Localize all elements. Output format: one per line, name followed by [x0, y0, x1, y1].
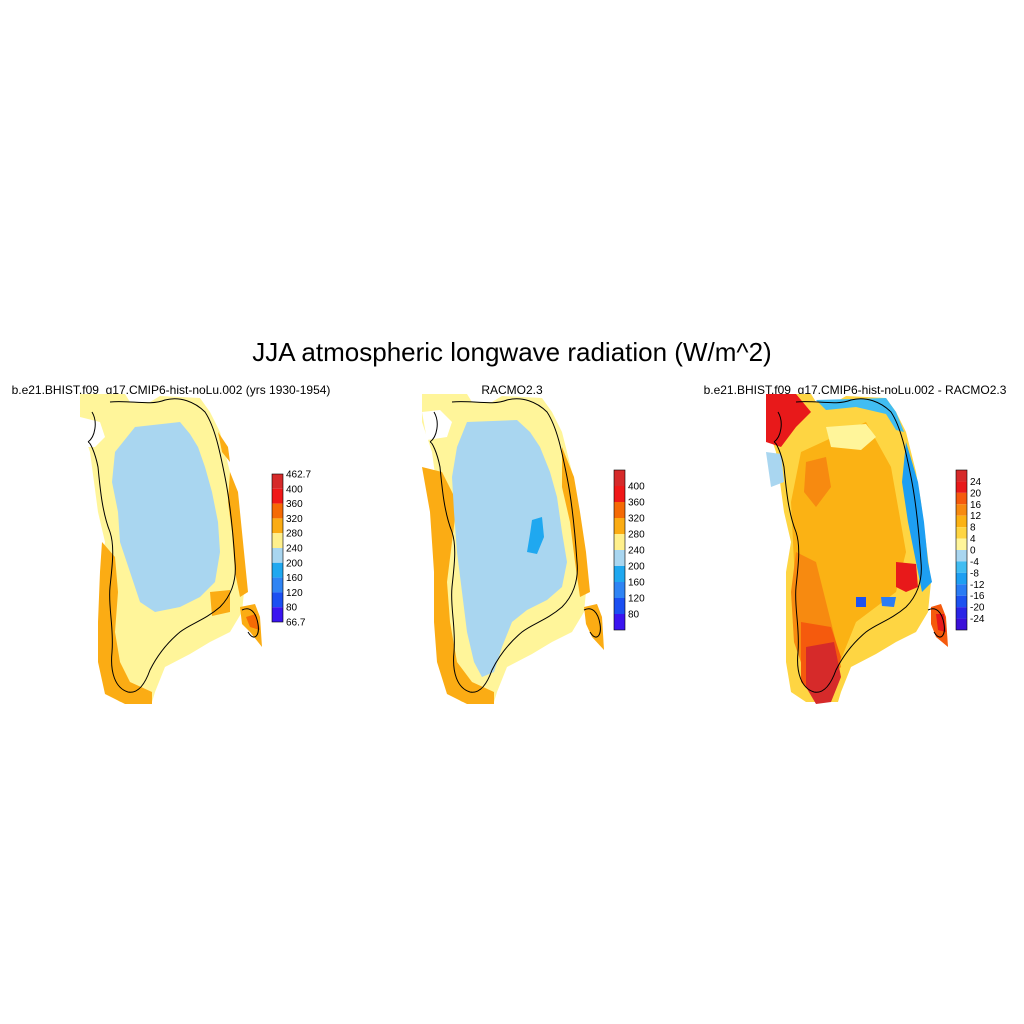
colorbar-tick-label: -20	[970, 603, 985, 614]
map-panel-difference	[766, 394, 948, 704]
colorbar-tick-label: 280	[628, 530, 645, 541]
colorbar-tick-label: -24	[970, 614, 985, 625]
colorbar-tick-label: -4	[970, 557, 979, 568]
colorbar-swatch	[956, 572, 967, 585]
colorbar-swatch	[956, 607, 967, 619]
colorbar-swatch	[272, 533, 283, 548]
figure-title: JJA atmospheric longwave radiation (W/m^…	[252, 337, 772, 367]
colorbar-swatch	[956, 584, 967, 596]
greenland-field-difference	[766, 394, 948, 704]
colorbar-model: 462.7 400 360 320 280 240 200 160 120 80 66.7	[271, 470, 311, 629]
map-panel-racmo	[422, 394, 604, 704]
colorbar-tick-label: -12	[970, 580, 985, 591]
colorbar-swatch	[272, 548, 283, 563]
colorbar-tick-label: 80	[628, 610, 640, 621]
colorbar-swatch	[614, 582, 625, 598]
greenland-field-model	[80, 394, 262, 704]
colorbar-swatch	[272, 488, 283, 504]
colorbar-swatch	[614, 598, 625, 614]
colorbar-tick-label: 400	[628, 482, 645, 493]
colorbar-tick-label: 0	[970, 546, 976, 557]
colorbar-swatch	[956, 481, 967, 493]
colorbar-tick-label: 320	[628, 514, 645, 525]
colorbar-swatch	[956, 515, 967, 528]
colorbar-tick-label: 240	[286, 544, 303, 555]
colorbar-tick-label: 66.7	[286, 618, 306, 629]
colorbar-swatch	[956, 527, 967, 539]
colorbar-tick-label: 120	[628, 594, 645, 605]
colorbar-swatch	[956, 618, 967, 630]
colorbar-swatch	[272, 562, 283, 578]
colorbar-tick-label: 200	[286, 558, 303, 569]
colorbar-tick-label: 8	[970, 523, 976, 534]
colorbar-swatch	[614, 486, 625, 502]
colorbar-tick-label: 120	[286, 588, 303, 599]
colorbar-swatch	[956, 504, 967, 516]
colorbar-tick-label: 400	[286, 484, 303, 495]
colorbar-tick-label: 16	[970, 500, 982, 511]
colorbar-swatch	[272, 518, 283, 534]
colorbar-tick-label: -16	[970, 591, 985, 602]
colorbar-tick-label: 4	[970, 534, 976, 545]
colorbar-tick-label: 280	[286, 529, 303, 540]
colorbar-tick-label: 80	[286, 603, 298, 614]
colorbar-tick-label: 462.7	[286, 470, 311, 481]
colorbar-tick-label: 160	[628, 578, 645, 589]
colorbar-tick-label: 160	[286, 573, 303, 584]
colorbar-racmo: 400 360 320 280 240 200 160 120 80	[613, 469, 645, 631]
colorbar-swatch	[272, 577, 283, 593]
panel-1-title: b.e21.BHIST.f09_g17.CMIP6-hist-noLu.002 …	[11, 383, 331, 397]
colorbar-tick-label: 24	[970, 477, 982, 488]
panel-3-title: b.e21.BHIST.f09_g17.CMIP6-hist-noLu.002 …	[703, 383, 1007, 397]
colorbar-swatch	[272, 474, 283, 489]
colorbar-swatch	[614, 518, 625, 534]
colorbar-swatch	[614, 566, 625, 582]
colorbar-tick-label: 360	[628, 498, 645, 509]
coastline-racmo	[429, 398, 601, 693]
colorbar-swatch	[956, 561, 967, 573]
colorbar-swatch	[614, 470, 625, 486]
colorbar-swatch	[614, 534, 625, 550]
colorbar-tick-label: 12	[970, 511, 982, 522]
colorbar-swatch	[614, 550, 625, 566]
colorbar-swatch	[956, 538, 967, 550]
colorbar-swatch	[956, 470, 967, 482]
coastline-model	[87, 398, 259, 693]
panel-2-title: RACMO2.3	[481, 383, 543, 397]
colorbar-tick-label: 200	[628, 562, 645, 573]
colorbar-swatch	[272, 592, 283, 608]
colorbar-tick-label: 360	[286, 499, 303, 510]
colorbar-tick-label: 320	[286, 514, 303, 525]
map-panel-model	[80, 394, 262, 704]
colorbar-swatch	[956, 492, 967, 505]
colorbar-swatch	[272, 607, 283, 622]
colorbar-swatch	[956, 595, 967, 608]
colorbar-tick-label: -8	[970, 568, 979, 579]
colorbar-swatch	[614, 502, 625, 518]
colorbar-swatch	[614, 614, 625, 630]
colorbar-tick-label: 240	[628, 546, 645, 557]
colorbar-swatch	[272, 503, 283, 519]
colorbar-tick-label: 20	[970, 488, 982, 499]
colorbar-swatch	[956, 550, 967, 562]
greenland-field-racmo	[422, 394, 604, 704]
coastline-difference	[773, 398, 945, 693]
